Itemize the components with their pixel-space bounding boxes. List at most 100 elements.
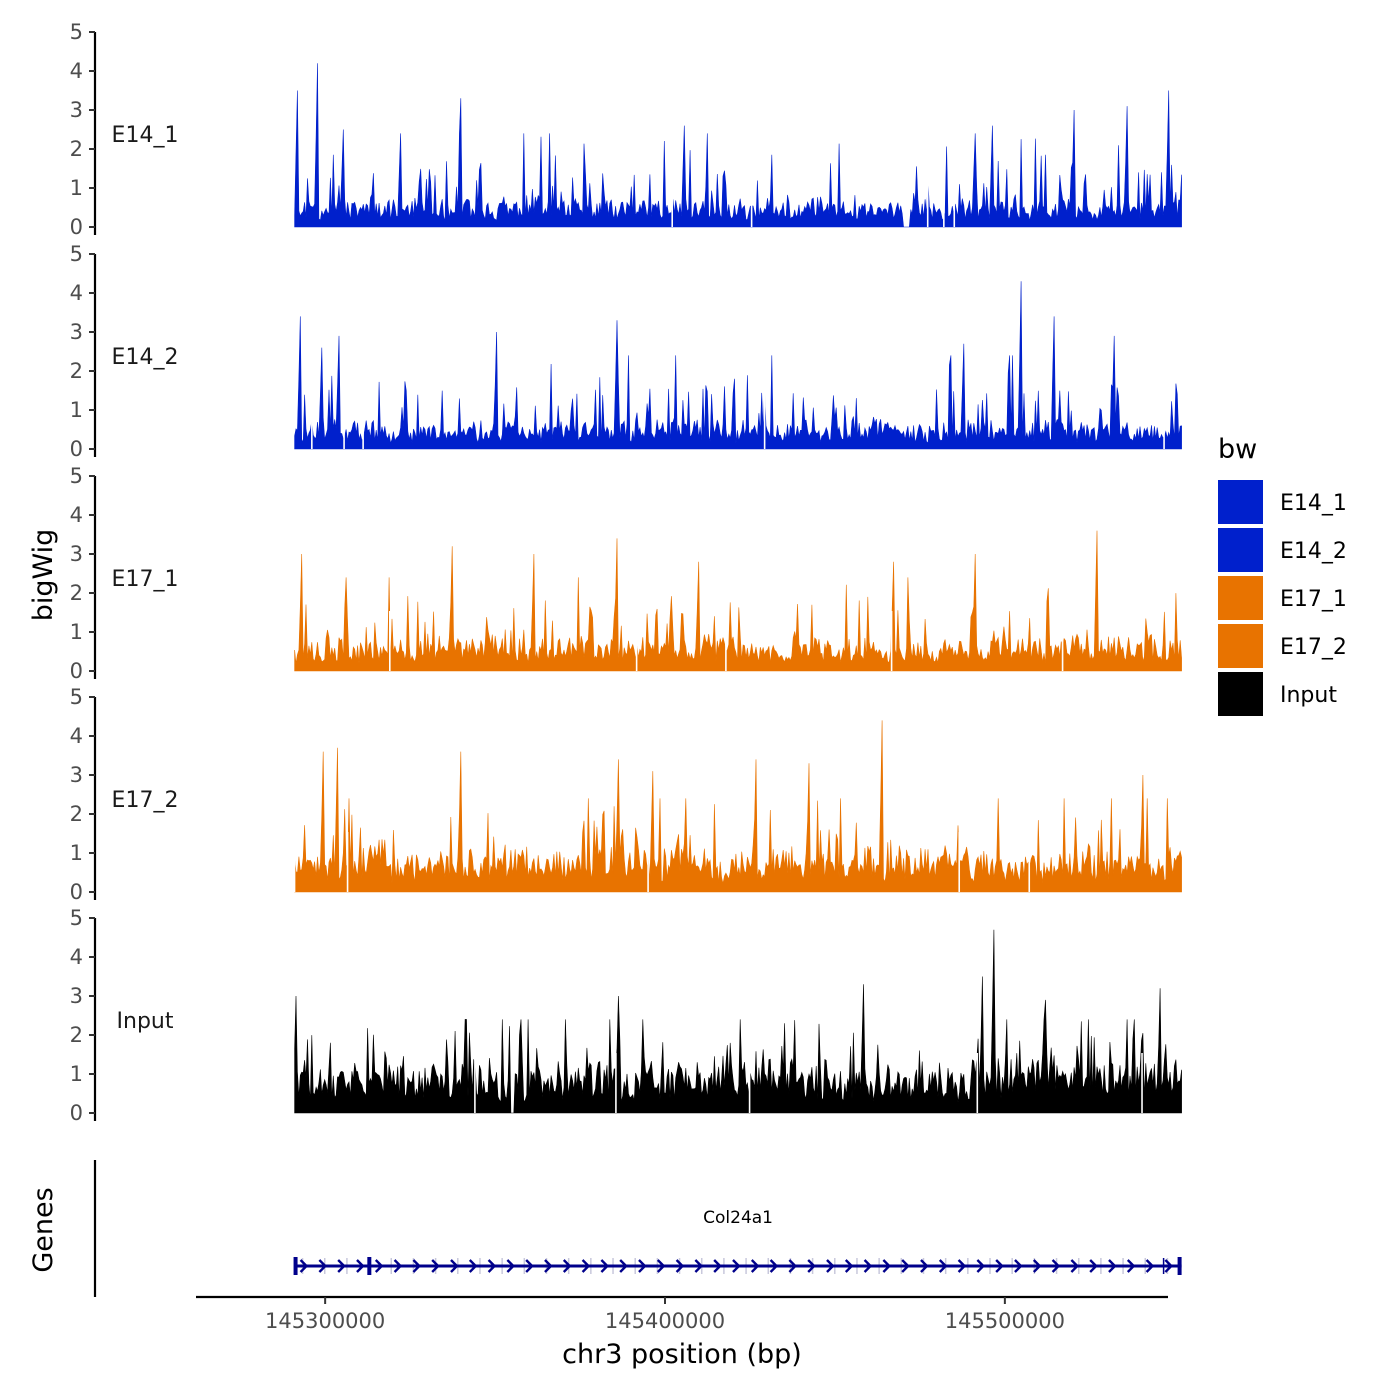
legend-swatch <box>1218 672 1263 716</box>
track-e14-1: 0 1 2 3 4 5 E14_1 <box>70 20 1182 239</box>
strand-arrow <box>1070 1259 1080 1273</box>
strand-arrow <box>600 1259 610 1273</box>
coverage-area <box>294 530 1182 672</box>
coverage-area <box>294 281 1182 450</box>
track-label: Input <box>117 1009 174 1034</box>
legend-item: Input <box>1218 672 1337 716</box>
y-tick-label: 5 <box>70 242 83 266</box>
strand-arrow <box>807 1259 816 1273</box>
strand-arrow <box>638 1259 647 1273</box>
coverage-area <box>294 63 1182 228</box>
strand-arrow <box>356 1259 365 1273</box>
legend-item: E17_1 <box>1218 576 1347 620</box>
legend-swatch <box>1218 528 1263 572</box>
y-tick-label: 4 <box>70 281 83 305</box>
strand-arrow <box>882 1259 892 1273</box>
y-tick-label: 2 <box>70 802 83 826</box>
strand-arrow <box>468 1259 478 1273</box>
strand-arrow <box>412 1259 422 1273</box>
y-tick-label: 4 <box>70 59 83 83</box>
strand-arrow <box>826 1259 835 1273</box>
track-e17-1: 0 1 2 3 4 5 E17_1 <box>70 464 1182 683</box>
y-tick-label: 0 <box>70 1101 83 1125</box>
y-tick-label: 5 <box>70 464 83 488</box>
strand-arrow <box>393 1259 403 1273</box>
strand-arrow <box>938 1259 948 1273</box>
track-label: E14_2 <box>112 345 179 370</box>
y-tick-label: 1 <box>70 176 83 200</box>
legend-label: E17_1 <box>1280 587 1347 612</box>
gene-track: Col24a1 <box>93 1160 1182 1297</box>
y-tick-label: 1 <box>70 398 83 422</box>
y-tick-label: 2 <box>70 137 83 161</box>
y-tick-label: 3 <box>70 542 83 566</box>
legend-swatch <box>1218 576 1263 620</box>
y-tick-label: 3 <box>70 98 83 122</box>
strand-arrow <box>1164 1259 1174 1273</box>
strand-arrow <box>1145 1259 1155 1273</box>
legend-label: E14_2 <box>1280 539 1347 564</box>
y-tick-label: 5 <box>70 685 83 709</box>
strand-arrow <box>581 1259 591 1273</box>
strand-arrow <box>920 1259 929 1273</box>
legend-label: E17_2 <box>1280 635 1347 660</box>
legend-title: bw <box>1218 434 1257 465</box>
track-e17-2: 0 1 2 3 4 5 E17_2 <box>70 685 1182 904</box>
y-tick-label: 1 <box>70 620 83 644</box>
gene-col24a1: Col24a1 <box>293 1208 1182 1275</box>
strand-arrow <box>732 1259 741 1273</box>
strand-arrow <box>788 1259 798 1273</box>
strand-arrow <box>1126 1259 1136 1273</box>
strand-arrow <box>487 1259 497 1273</box>
y-tick-label: 2 <box>70 359 83 383</box>
y-tick-label: 5 <box>70 906 83 930</box>
y-tick-label: 0 <box>70 215 83 239</box>
coverage-area <box>294 929 1182 1114</box>
strand-arrow <box>544 1259 553 1273</box>
strand-arrow <box>995 1259 1004 1273</box>
y-tick-label: 3 <box>70 320 83 344</box>
y-tick-label: 0 <box>70 437 83 461</box>
strand-arrow <box>619 1259 628 1273</box>
track-label: E17_1 <box>112 567 179 592</box>
strand-arrow <box>863 1259 873 1273</box>
x-axis-title: chr3 position (bp) <box>562 1339 802 1370</box>
strand-arrow <box>713 1259 722 1273</box>
strand-arrow <box>1014 1259 1023 1273</box>
y-axis-title: bigWig <box>28 529 59 622</box>
track-label: E14_1 <box>112 123 179 148</box>
y-tick-label: 1 <box>70 1062 83 1086</box>
y-tick-label: 0 <box>70 880 83 904</box>
gene-exon-block <box>1177 1257 1182 1275</box>
strand-arrow <box>957 1259 967 1273</box>
strand-arrow <box>525 1259 534 1273</box>
y-tick-label: 4 <box>70 724 83 748</box>
legend-item: E14_1 <box>1218 480 1347 524</box>
x-tick-label: 145400000 <box>605 1309 725 1333</box>
strand-arrow <box>1108 1259 1117 1273</box>
strand-arrow <box>431 1259 440 1273</box>
coverage-tracks: 0 1 2 3 4 5 E14_1 0 1 2 3 4 5 E14_2 0 1 2 3 4 5 E17_1 0 1 2 3 4 5 E… <box>70 20 1182 1125</box>
strand-arrow <box>901 1259 910 1273</box>
track-label: E17_2 <box>112 788 179 813</box>
strand-arrow <box>1089 1259 1098 1273</box>
legend-swatch <box>1218 480 1263 524</box>
legend-label: E14_1 <box>1280 491 1347 516</box>
strand-arrow <box>1032 1259 1042 1273</box>
y-tick-label: 0 <box>70 659 83 683</box>
gene-label: Col24a1 <box>703 1208 773 1228</box>
gene-exon-block <box>367 1257 372 1275</box>
legend: bw E14_1 E14_2 E17_1 E17_2 Input <box>1218 434 1347 716</box>
y-tick-label: 4 <box>70 503 83 527</box>
y-tick-label: 5 <box>70 20 83 44</box>
strand-arrow <box>450 1259 459 1273</box>
strand-arrow <box>694 1259 704 1273</box>
gene-track-label: Genes <box>28 1187 59 1272</box>
strand-arrow <box>374 1259 384 1273</box>
strand-arrow <box>506 1259 516 1273</box>
legend-item: E17_2 <box>1218 624 1347 668</box>
y-tick-label: 3 <box>70 984 83 1008</box>
strand-arrow <box>844 1259 854 1273</box>
track-e14-2: 0 1 2 3 4 5 E14_2 <box>70 242 1182 461</box>
